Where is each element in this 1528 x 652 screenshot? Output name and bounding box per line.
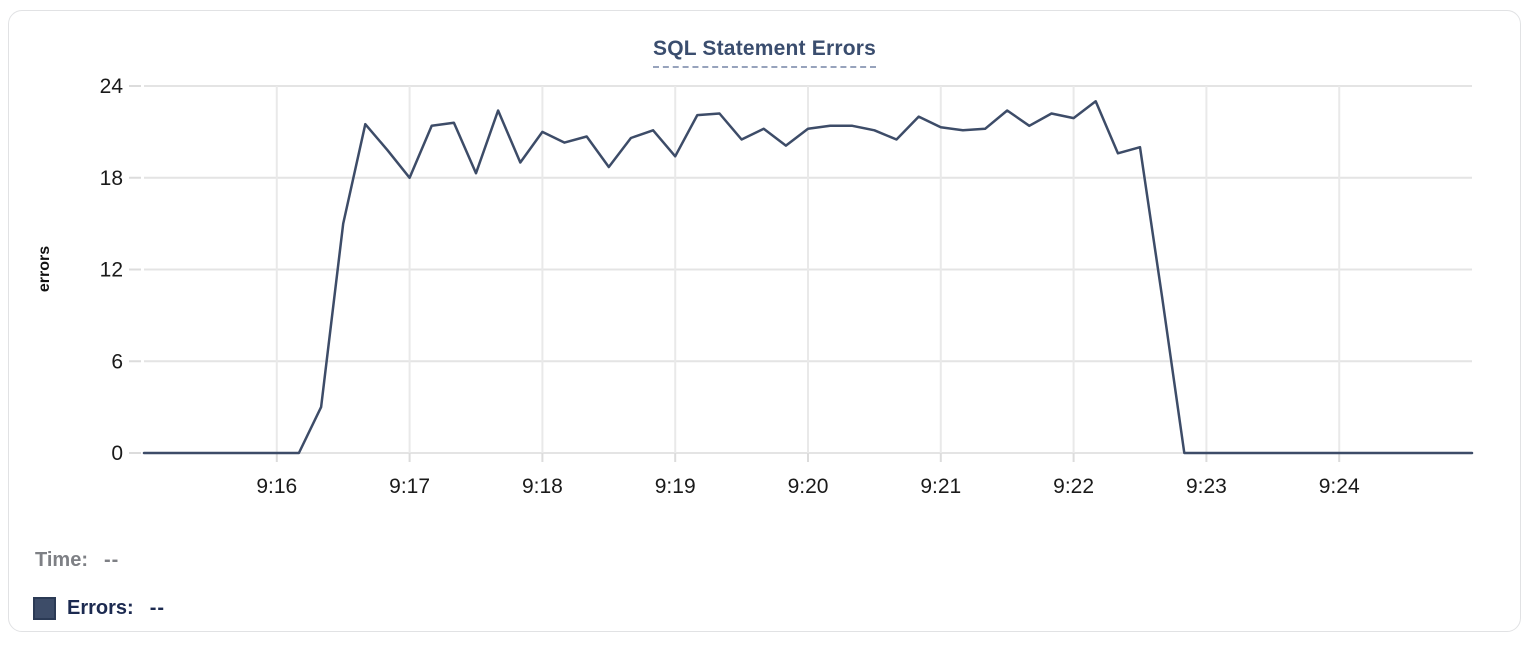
chart-canvas[interactable]: 0 6 12 18 24 9:16 9:17 9:18 9:19 9:20 9:21 9:22 9:23… xyxy=(9,11,1528,523)
x-tick-label: 9:22 xyxy=(1053,475,1094,498)
time-value: -- xyxy=(103,549,120,571)
readout-time-row: Time: -- xyxy=(35,549,119,572)
x-tick-label: 9:16 xyxy=(256,475,297,498)
chart-title-link[interactable]: SQL Statement Errors xyxy=(652,37,876,68)
chart-card: SQL Statement Errors 0 6 12 18 24 9:16 9:17 9:1… xyxy=(8,10,1521,632)
x-tick-label: 9:19 xyxy=(655,475,696,498)
errors-label: Errors: xyxy=(67,597,134,619)
y-tick-label: 0 xyxy=(111,442,123,465)
x-tick-label: 9:24 xyxy=(1319,475,1360,498)
readout-errors-row: Errors: -- xyxy=(33,597,165,620)
y-tick-label: 6 xyxy=(111,350,123,373)
x-tick-label: 9:18 xyxy=(522,475,563,498)
errors-series-swatch xyxy=(33,597,56,620)
errors-value: -- xyxy=(149,597,166,619)
x-tick-label: 9:21 xyxy=(920,475,961,498)
x-tick-label: 9:17 xyxy=(389,475,430,498)
y-tick-label: 24 xyxy=(100,75,124,98)
x-tick-label: 9:20 xyxy=(788,475,829,498)
x-tick-label: 9:23 xyxy=(1186,475,1227,498)
y-tick-label: 18 xyxy=(100,167,123,190)
time-label: Time: xyxy=(35,549,88,571)
y-tick-label: 12 xyxy=(100,259,123,282)
y-axis-title: errors xyxy=(36,246,53,292)
errors-series-line[interactable] xyxy=(142,100,1474,455)
chart-header: SQL Statement Errors xyxy=(9,37,1520,68)
